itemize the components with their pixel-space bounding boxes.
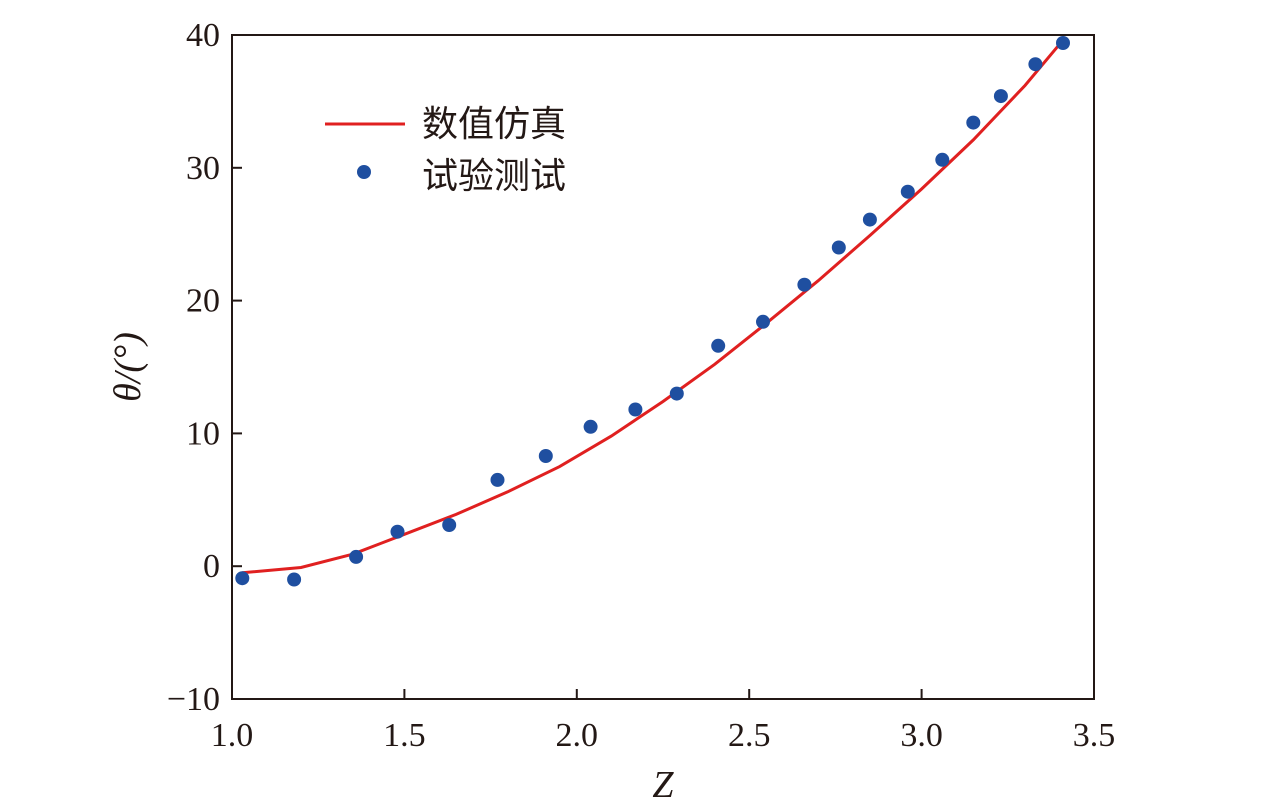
y-tick-label: 0	[203, 548, 220, 585]
x-tick-label: 2.5	[728, 717, 771, 754]
data-point	[756, 314, 770, 329]
y-axis-ticks	[232, 34, 242, 700]
x-tick-label: 1.5	[383, 717, 426, 754]
plot-area	[231, 34, 1095, 700]
legend-label-test: 试验测试	[422, 156, 566, 197]
data-point	[966, 115, 981, 130]
data-point	[628, 402, 643, 417]
legend: 数值仿真 试验测试	[325, 104, 566, 197]
data-point	[442, 518, 457, 532]
data-point	[490, 472, 505, 487]
data-point	[235, 571, 250, 586]
y-tick-label: 20	[186, 283, 220, 320]
y-axis-labels: −10 0 10 20 30 40	[167, 17, 220, 718]
x-tick-label: 1.0	[211, 717, 254, 754]
data-point	[935, 152, 950, 167]
data-point	[538, 449, 553, 463]
data-point	[669, 386, 684, 401]
data-point	[831, 240, 846, 255]
series-line-simulation	[242, 43, 1061, 575]
x-tick-label: 3.5	[1073, 717, 1116, 754]
y-tick-label: 40	[186, 17, 220, 54]
data-point	[797, 277, 812, 292]
data-point	[583, 419, 598, 434]
y-tick-label: 30	[186, 150, 220, 187]
y-axis-title: θ/(°)	[107, 332, 149, 402]
x-tick-label: 2.0	[556, 717, 599, 754]
data-point	[349, 549, 364, 564]
data-point	[390, 524, 405, 539]
y-tick-label: −10	[167, 681, 220, 718]
data-point	[1028, 57, 1043, 72]
legend-dot-swatch	[357, 165, 371, 179]
legend-label-simulation: 数值仿真	[422, 104, 566, 145]
data-point	[900, 184, 915, 199]
data-point	[993, 89, 1008, 104]
data-point	[1056, 36, 1070, 50]
y-tick-label: 10	[186, 415, 220, 452]
x-axis-labels: 1.0 1.5 2.0 2.5 3.0 3.5	[211, 717, 1116, 754]
x-axis-title: Z	[652, 764, 674, 802]
x-axis-ticks	[231, 689, 1095, 699]
data-point	[711, 338, 726, 353]
series-points-test	[235, 36, 1070, 587]
data-point	[287, 572, 302, 587]
x-tick-label: 3.0	[900, 717, 943, 754]
data-point	[862, 212, 877, 227]
